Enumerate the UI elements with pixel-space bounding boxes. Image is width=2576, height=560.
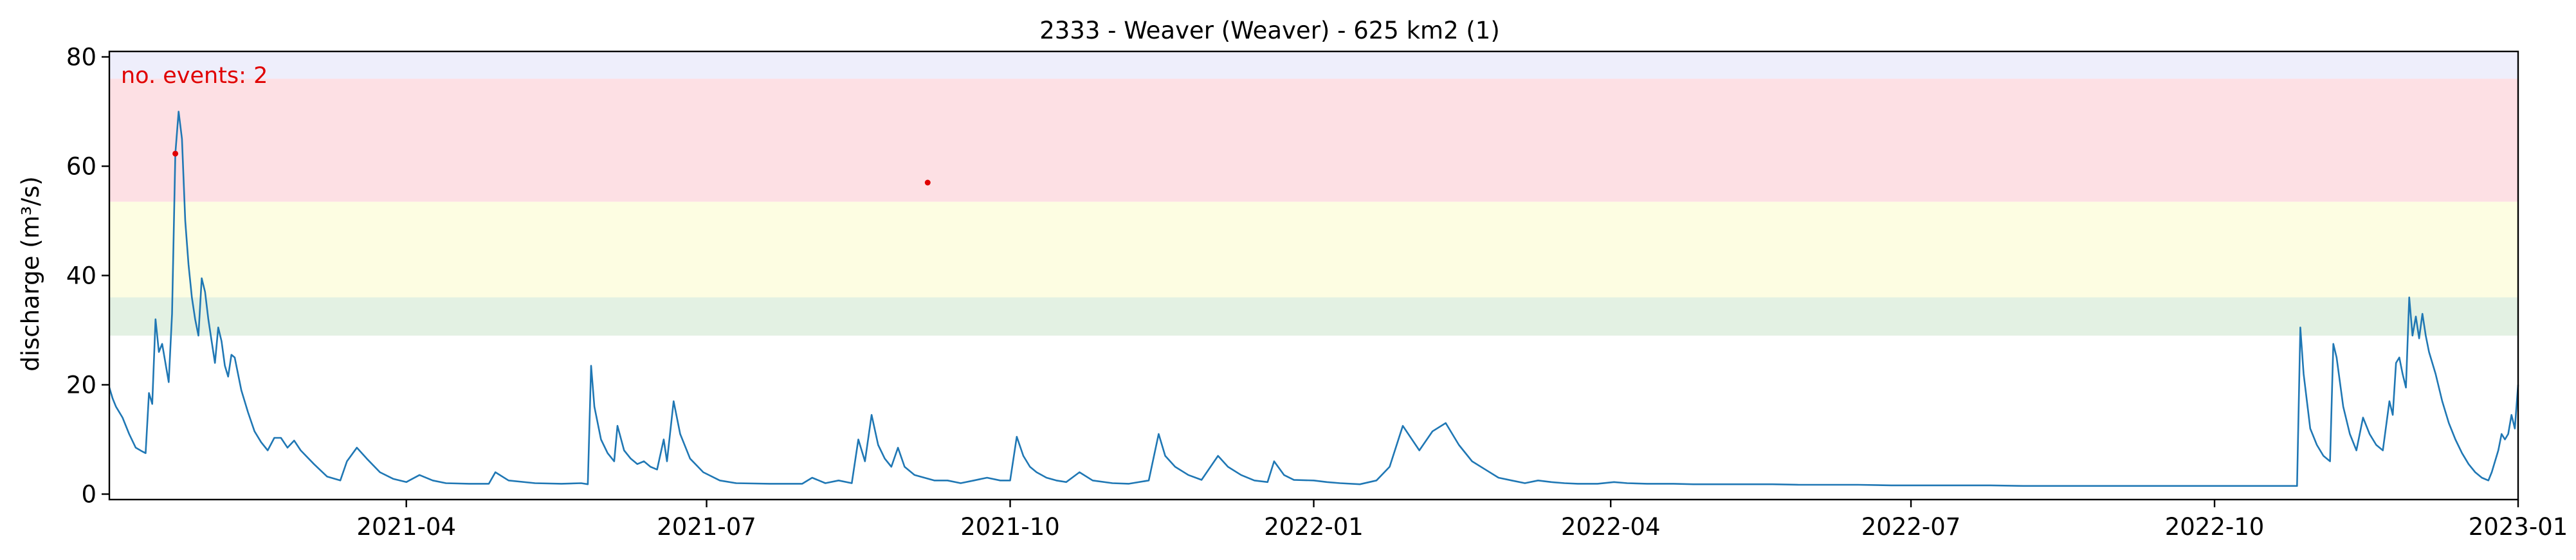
x-tick-label: 2023-01 (2469, 513, 2568, 541)
x-tick-label: 2022-01 (1264, 513, 1364, 541)
x-tick-label: 2022-04 (1561, 513, 1661, 541)
x-tick-label: 2021-10 (960, 513, 1060, 541)
x-tick-label: 2021-07 (657, 513, 756, 541)
y-tick-label: 40 (66, 262, 96, 290)
threshold-band-1 (109, 297, 2518, 336)
chart-title: 2333 - Weaver (Weaver) - 625 km2 (1) (1039, 17, 1500, 44)
y-tick-label: 80 (66, 44, 96, 71)
x-tick-label: 2022-10 (2165, 513, 2265, 541)
threshold-band-3 (109, 78, 2518, 202)
discharge-series (108, 111, 2519, 487)
x-tick-label: 2022-07 (1861, 513, 1961, 541)
event-marker-2 (924, 179, 931, 186)
threshold-band-4 (109, 51, 2518, 79)
threshold-bands (109, 51, 2518, 336)
y-tick-label: 20 (66, 372, 96, 399)
event-marker-1 (172, 150, 179, 157)
event-count-annotation: no. events: 2 (121, 63, 268, 89)
event-markers (172, 150, 931, 186)
y-tick-label: 60 (66, 153, 96, 181)
plot-frame (108, 50, 2519, 501)
x-tick-label: 2021-04 (356, 513, 456, 541)
discharge-line (108, 111, 2519, 487)
y-tick-label: 0 (81, 481, 96, 509)
x-axis: 2021-04 2021-07 2021-10 2022-01 2022-04 2022-… (356, 500, 2568, 541)
threshold-band-2 (109, 201, 2518, 298)
y-axis-label: discharge (m³/s) (17, 176, 44, 372)
y-axis: 0 20 40 60 80 (66, 44, 109, 509)
